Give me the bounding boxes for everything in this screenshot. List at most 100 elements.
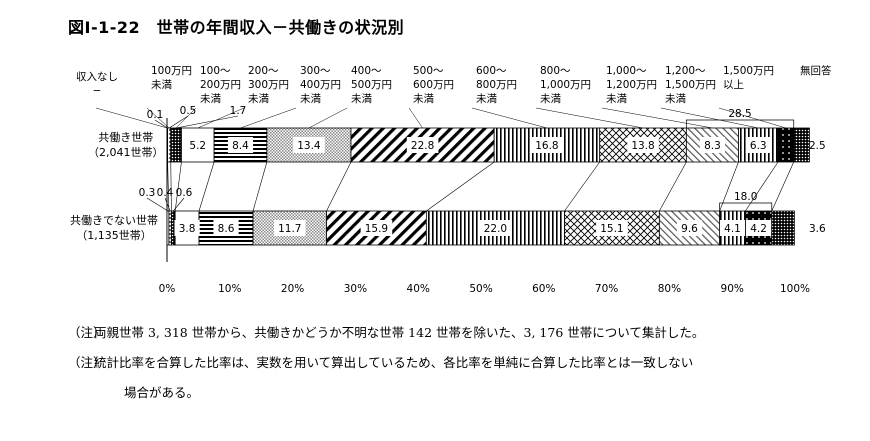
data-label: 9.6 (681, 223, 698, 235)
connector-line (719, 161, 739, 212)
connector-line (659, 161, 687, 212)
series-label: 収入なし − (76, 71, 118, 97)
data-label-box (293, 137, 325, 153)
data-label: 15.9 (365, 223, 388, 235)
data-label-box (227, 137, 254, 153)
data-label: 11.7 (278, 223, 301, 235)
x-tick-label: 60% (532, 283, 555, 295)
x-tick-label: 90% (721, 283, 744, 295)
data-label-box (273, 220, 306, 236)
legend-leader (95, 107, 168, 129)
data-label: 22.0 (484, 223, 507, 235)
data-label: 0.5 (180, 105, 197, 117)
data-label-box (479, 220, 512, 236)
data-label: 0.3 (139, 187, 156, 199)
connector-line (771, 161, 795, 212)
x-tick-label: 20% (281, 283, 304, 295)
data-label-box (185, 137, 211, 153)
x-tick-label: 40% (407, 283, 430, 295)
x-tick-label: 100% (780, 283, 810, 295)
series-label: 500～ 600万円 未満 (413, 65, 455, 105)
legend-leader (601, 107, 713, 129)
bar-segment (771, 210, 795, 246)
data-label: 13.4 (297, 140, 321, 152)
data-label: 8.4 (232, 140, 249, 152)
leader-line (173, 197, 185, 212)
series-label: 200～ 300万円 未満 (248, 65, 290, 105)
connector-line (174, 161, 182, 212)
connector-line (170, 161, 172, 212)
data-label: 16.8 (535, 140, 558, 152)
footnote-text: 統計比率を合算した比率は、実数を用いて算出しているため、各比率を単純に合算した比… (94, 355, 694, 370)
leader-line (164, 197, 171, 212)
series-label: 800～ 1,000万円 未満 (540, 65, 592, 105)
series-label: 300～ 400万円 未満 (300, 65, 342, 105)
data-label-box (174, 220, 200, 236)
bar-segment (170, 127, 182, 163)
legend-leader (535, 107, 644, 129)
data-label-box (360, 220, 393, 236)
series-label: 1,200～ 1,500万円 未満 (665, 65, 717, 105)
legend-leader (240, 107, 297, 129)
data-label: 6.3 (750, 140, 767, 152)
leader-line (154, 119, 168, 129)
data-label-box (745, 137, 771, 153)
data-label: 3.6 (809, 223, 826, 235)
series-label: 100万円 未満 (151, 65, 193, 91)
leader-line (176, 115, 239, 129)
data-label-box (406, 137, 439, 153)
data-label: 13.8 (631, 140, 654, 152)
bracket (719, 202, 773, 211)
data-label-box (745, 220, 772, 236)
data-label: 0.6 (176, 187, 193, 199)
data-label-box (627, 137, 659, 153)
data-label: 4.2 (750, 223, 767, 235)
data-label: 8.3 (704, 140, 721, 152)
series-label: 600～ 800万円 未満 (476, 65, 518, 105)
series-label: 400～ 500万円 未満 (351, 65, 393, 105)
legend-leader (175, 107, 197, 129)
bracket-label: 28.5 (728, 108, 751, 120)
legend-leader (308, 107, 348, 129)
footnote-text: 場合がある。 (124, 385, 200, 400)
x-tick-label: 50% (469, 283, 492, 295)
data-label: 2.5 (809, 140, 826, 152)
data-label: 8.6 (218, 223, 235, 235)
data-label-box (719, 220, 746, 236)
x-tick-label: 0% (159, 283, 176, 295)
x-tick-label: 10% (218, 283, 241, 295)
data-label: 0.4 (157, 187, 174, 199)
footnote-prefix: （注） (68, 325, 106, 340)
series-label: 無回答 (800, 65, 832, 77)
data-label: 5.2 (189, 140, 206, 152)
legend-leader (408, 107, 423, 129)
chart-title: 図Ⅰ-1-22 世帯の年間収入－共働きの状況別 (68, 18, 405, 37)
series-label: 1,000～ 1,200万円 未満 (606, 65, 658, 105)
data-label: 0.1 (147, 109, 164, 121)
legend-leader (197, 107, 245, 129)
leader-line (146, 197, 169, 212)
x-tick-label: 70% (595, 283, 618, 295)
bar-segment (777, 127, 795, 163)
bar-segment (167, 127, 172, 163)
connector-line (426, 161, 495, 212)
data-label-box (531, 137, 563, 153)
connector-line (167, 161, 170, 212)
data-label-box (699, 137, 726, 153)
series-label: 100～ 200万円 未満 (200, 65, 242, 105)
series-label: 1,500万円 以上 (723, 65, 775, 91)
legend-leader (471, 107, 548, 129)
legend-leader (718, 107, 786, 129)
x-tick-label: 80% (658, 283, 681, 295)
data-label: 3.8 (179, 223, 196, 235)
bar-segment (793, 127, 810, 163)
legend-leader (146, 107, 170, 129)
data-label-box (213, 220, 239, 236)
data-label: 4.1 (724, 223, 741, 235)
connector-line (198, 161, 215, 212)
row-label: 共働き世帯 （2,041世帯） (88, 131, 164, 159)
data-label-box (596, 220, 628, 236)
connector-line (564, 161, 600, 212)
connector-line (745, 161, 779, 212)
